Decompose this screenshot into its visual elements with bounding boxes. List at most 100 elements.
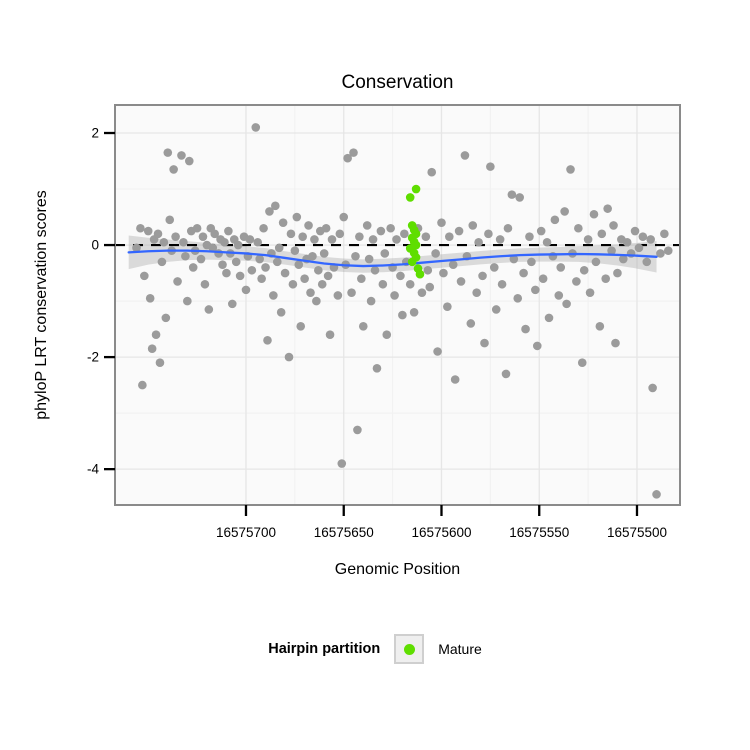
data-point bbox=[421, 232, 431, 241]
data-point bbox=[425, 282, 435, 292]
data-point bbox=[351, 251, 360, 261]
data-point bbox=[304, 221, 313, 230]
data-point bbox=[169, 165, 178, 174]
data-point bbox=[560, 207, 569, 216]
data-point bbox=[486, 162, 495, 171]
data-point bbox=[595, 321, 605, 331]
data-point bbox=[255, 254, 264, 264]
data-point bbox=[566, 165, 575, 174]
data-point bbox=[607, 246, 616, 255]
chart-title: Conservation bbox=[341, 72, 454, 93]
data-point bbox=[327, 235, 337, 244]
data-point bbox=[507, 190, 517, 199]
data-point bbox=[382, 330, 392, 339]
legend-title: Hairpin partition bbox=[268, 641, 381, 657]
data-point bbox=[337, 459, 347, 468]
data-point bbox=[159, 237, 169, 247]
data-point bbox=[527, 257, 536, 267]
data-point bbox=[460, 151, 470, 160]
mature-point bbox=[415, 269, 425, 279]
data-point bbox=[601, 274, 611, 283]
data-point bbox=[400, 229, 409, 239]
data-point bbox=[619, 254, 628, 264]
data-point bbox=[445, 232, 454, 241]
data-point bbox=[347, 288, 356, 297]
data-point bbox=[536, 226, 546, 236]
data-point bbox=[272, 257, 282, 267]
data-point bbox=[439, 268, 448, 278]
data-point bbox=[204, 305, 214, 314]
data-point bbox=[532, 341, 542, 351]
data-point bbox=[638, 232, 648, 241]
data-point bbox=[358, 321, 368, 331]
data-point bbox=[224, 226, 233, 236]
data-point bbox=[241, 285, 251, 295]
data-point bbox=[306, 288, 315, 297]
data-point bbox=[556, 263, 566, 272]
data-point bbox=[474, 237, 483, 247]
data-point bbox=[542, 237, 552, 247]
data-point bbox=[497, 279, 507, 289]
data-point bbox=[663, 246, 673, 255]
data-point bbox=[484, 229, 493, 239]
data-point bbox=[509, 254, 519, 264]
data-point bbox=[634, 243, 644, 253]
data-point bbox=[364, 254, 374, 264]
data-point bbox=[228, 299, 237, 309]
data-point bbox=[501, 369, 511, 379]
panel-background bbox=[115, 105, 680, 505]
data-point bbox=[609, 221, 618, 230]
data-point bbox=[519, 268, 528, 278]
data-point bbox=[136, 223, 145, 233]
data-point bbox=[261, 263, 270, 272]
data-point bbox=[147, 344, 157, 353]
data-point bbox=[468, 221, 478, 230]
data-point bbox=[155, 358, 165, 368]
data-point bbox=[646, 235, 655, 244]
data-point bbox=[151, 330, 161, 339]
data-point bbox=[325, 330, 335, 339]
data-point bbox=[163, 148, 173, 157]
data-point bbox=[335, 229, 345, 239]
data-point bbox=[353, 425, 362, 435]
data-point bbox=[472, 288, 481, 297]
mature-point bbox=[411, 184, 421, 194]
data-point bbox=[491, 305, 501, 314]
data-point bbox=[554, 291, 564, 300]
data-point bbox=[198, 232, 208, 241]
data-point bbox=[210, 229, 220, 239]
panel-border bbox=[114, 104, 681, 506]
data-point bbox=[450, 375, 460, 384]
data-point bbox=[589, 209, 599, 219]
data-point bbox=[577, 358, 587, 368]
data-point bbox=[171, 232, 180, 241]
data-point bbox=[372, 364, 382, 373]
data-point bbox=[222, 268, 231, 278]
data-point bbox=[489, 263, 499, 272]
data-point bbox=[521, 324, 530, 334]
data-point bbox=[370, 265, 380, 275]
data-point bbox=[196, 254, 206, 264]
data-point bbox=[220, 237, 229, 247]
data-point bbox=[208, 243, 218, 253]
x-tick-label: 16575650 bbox=[314, 525, 374, 540]
data-point bbox=[622, 237, 632, 247]
x-axis-title: Genomic Position bbox=[334, 561, 461, 578]
data-point bbox=[253, 237, 263, 247]
data-point bbox=[591, 257, 601, 267]
data-point bbox=[184, 156, 194, 166]
data-point bbox=[284, 352, 294, 362]
legend-item-mature-label: Mature bbox=[438, 641, 482, 657]
data-point bbox=[409, 307, 419, 317]
data-point bbox=[183, 296, 192, 306]
data-point bbox=[513, 293, 523, 303]
data-point bbox=[579, 265, 589, 275]
data-point bbox=[503, 223, 513, 233]
data-point bbox=[317, 279, 327, 289]
data-point bbox=[357, 274, 366, 283]
mature-point bbox=[407, 257, 417, 267]
data-point bbox=[613, 268, 622, 278]
data-point bbox=[597, 229, 607, 239]
data-point bbox=[296, 321, 306, 331]
data-point bbox=[259, 223, 268, 233]
